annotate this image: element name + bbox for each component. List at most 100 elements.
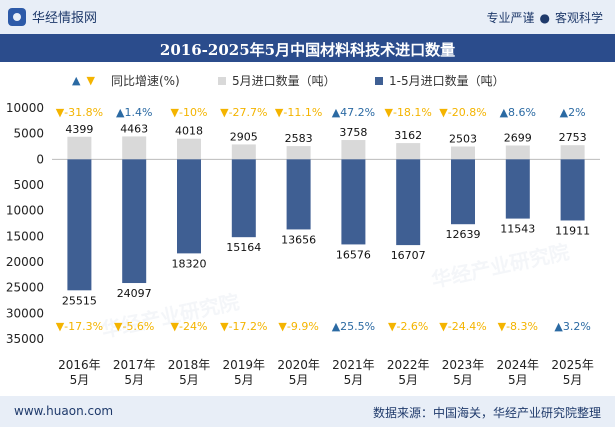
bar-may: [341, 140, 366, 160]
value-label-may: 4399: [65, 123, 93, 136]
growth-label: ▼-8.3%: [498, 320, 538, 333]
growth-label: ▼-17.2%: [220, 320, 267, 333]
data-source: 数据来源：中国海关，华经产业研究院整理: [372, 406, 601, 420]
bar-may: [177, 138, 201, 160]
tagline-left: 专业严谨: [486, 11, 535, 25]
bar-may: [286, 146, 311, 160]
y-tick-label: 30000: [6, 306, 44, 320]
growth-label: ▲1.4%: [116, 106, 152, 119]
value-label-may: 4018: [175, 125, 203, 138]
value-label-may: 3162: [394, 129, 422, 142]
value-label-may: 4463: [120, 122, 148, 135]
bars: [67, 136, 585, 291]
dot-separator: ●: [539, 11, 550, 25]
x-tick-label: 2019年: [223, 358, 266, 372]
chart-area: 10000 5000 0 5000 10000 15000 20000 25000 30000 3…: [6, 101, 600, 387]
triangle-up-icon: ▲: [72, 74, 81, 87]
x-tick-label: 2023年: [442, 358, 485, 372]
bar-may: [451, 146, 475, 160]
bar-cumulative: [122, 159, 147, 284]
y-tick-label: 0: [36, 152, 44, 166]
growth-label: ▼-18.1%: [385, 106, 432, 119]
value-label-cumulative: 16707: [391, 249, 426, 262]
x-tick-label: 2025年: [551, 358, 594, 372]
value-label-cumulative: 13656: [281, 233, 316, 246]
x-tick-label: 5月: [563, 373, 583, 387]
value-label-may: 2503: [449, 132, 477, 145]
x-tick-label: 2018年: [168, 358, 211, 372]
x-tick-label: 2016年: [58, 358, 101, 372]
bar-cumulative: [341, 159, 366, 245]
legend-cumulative: 1-5月进口数量（吨）: [375, 72, 505, 89]
x-axis: 2016年5月2017年5月2018年5月2019年5月2020年5月2021年…: [58, 358, 594, 387]
triangle-down-icon: ▼: [86, 74, 95, 87]
tagline: 专业严谨 ● 客观科学: [486, 9, 603, 26]
value-label-cumulative: 16576: [336, 248, 371, 261]
value-label-cumulative: 11543: [500, 223, 535, 236]
data-labels: 4399 25515 ▼-31.8% ▼-17.3% 4463 24097 ▲1.4% ▼-5…: [56, 106, 591, 333]
value-label-cumulative: 15164: [226, 241, 261, 254]
bar-may: [122, 136, 147, 160]
title-bar: [0, 34, 615, 62]
site-url[interactable]: www.huaon.com: [14, 404, 114, 418]
growth-label: ▼-24.4%: [439, 320, 486, 333]
value-label-cumulative: 11911: [555, 224, 590, 237]
growth-label: ▼-31.8%: [56, 106, 103, 119]
growth-label: ▲25.5%: [332, 320, 375, 333]
y-tick-label: 35000: [6, 332, 44, 346]
x-tick-label: 5月: [508, 373, 528, 387]
legend: ▲ ▼ 同比增速(%) 5月进口数量（吨） 1-5月进口数量（吨）: [0, 72, 615, 92]
growth-label: ▼-2.6%: [388, 320, 428, 333]
bar-cumulative: [560, 159, 585, 221]
legend-cumulative-label: 1-5月进口数量（吨）: [389, 74, 505, 88]
growth-label: ▼-11.1%: [275, 106, 322, 119]
bar-may: [231, 144, 256, 160]
brand: 华经情报网: [8, 7, 97, 26]
value-label-may: 2905: [230, 130, 258, 143]
x-tick-label: 5月: [453, 373, 473, 387]
x-tick-label: 2020年: [277, 358, 320, 372]
bar-may: [505, 145, 530, 160]
brand-logo-icon: [8, 7, 26, 26]
growth-label: ▼-9.9%: [278, 320, 318, 333]
legend-yoy-label: 同比增速(%): [110, 74, 180, 88]
bar-cumulative: [177, 159, 201, 254]
growth-label: ▼-20.8%: [439, 106, 486, 119]
bar-may: [560, 145, 585, 160]
bar-cumulative: [505, 159, 530, 219]
tagline-right: 客观科学: [554, 11, 603, 25]
x-tick-label: 5月: [234, 373, 254, 387]
value-label-may: 3758: [339, 126, 367, 139]
y-tick-label: 5000: [13, 178, 44, 192]
legend-may: 5月进口数量（吨）: [218, 72, 336, 89]
bar-cumulative: [451, 159, 475, 225]
bar-cumulative: [231, 159, 256, 238]
footer-bar: [0, 396, 615, 427]
chart-title: 2016-2025年5月中国材料科技术进口数量: [159, 41, 456, 59]
bar-may: [396, 143, 421, 160]
x-tick-label: 5月: [289, 373, 309, 387]
value-label-cumulative: 24097: [117, 287, 152, 300]
value-label-may: 2753: [559, 131, 587, 144]
x-tick-label: 5月: [70, 373, 90, 387]
y-axis: 10000 5000 0 5000 10000 15000 20000 25000 30000 3…: [6, 101, 600, 346]
value-label-cumulative: 12639: [446, 228, 481, 241]
growth-label: ▼-24%: [171, 320, 208, 333]
growth-label: ▼-17.3%: [56, 320, 103, 333]
growth-label: ▼-27.7%: [220, 106, 267, 119]
legend-may-label: 5月进口数量（吨）: [232, 74, 336, 88]
x-tick-label: 5月: [124, 373, 144, 387]
y-tick-label: 5000: [13, 127, 44, 141]
y-tick-label: 20000: [6, 255, 44, 269]
legend-may-swatch: [218, 76, 226, 85]
bar-cumulative: [67, 159, 92, 291]
value-label-cumulative: 25515: [62, 294, 97, 307]
growth-label: ▲2%: [560, 106, 586, 119]
y-tick-label: 10000: [6, 204, 44, 218]
brand-name: 华经情报网: [32, 11, 98, 26]
value-label-may: 2699: [504, 131, 532, 144]
growth-label: ▲8.6%: [500, 106, 536, 119]
bar-cumulative: [396, 159, 421, 246]
bar-may: [67, 136, 92, 160]
x-tick-label: 2022年: [387, 358, 430, 372]
